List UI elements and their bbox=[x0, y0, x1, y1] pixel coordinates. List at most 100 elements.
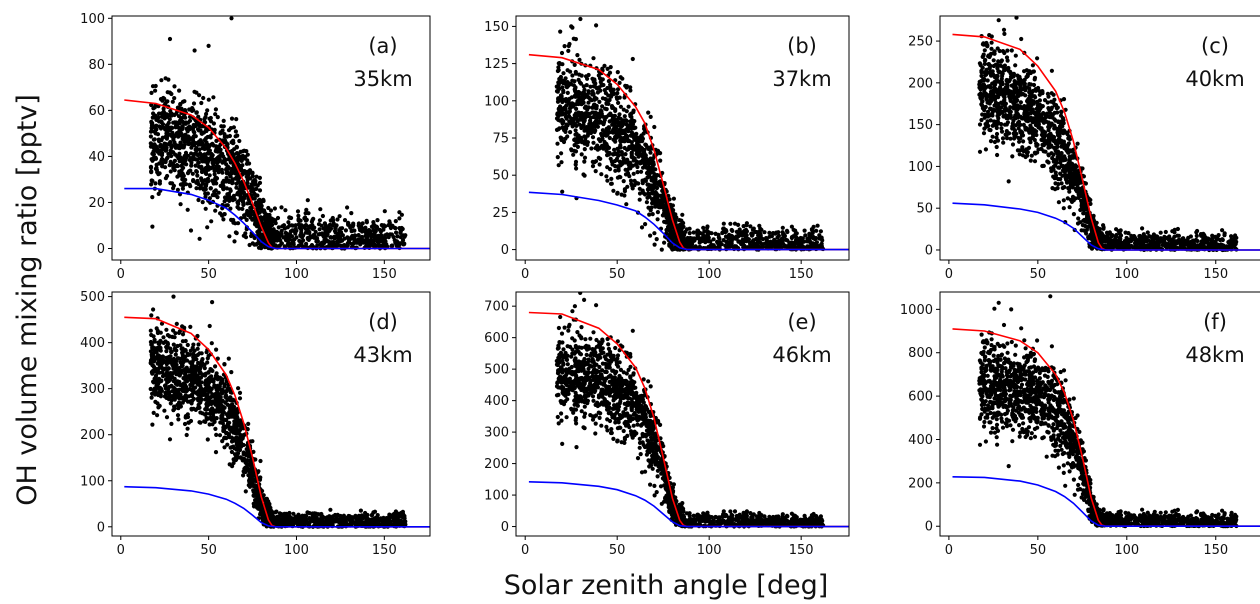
scatter-point bbox=[1032, 77, 1037, 82]
scatter-point bbox=[977, 122, 983, 127]
scatter-point bbox=[586, 72, 591, 78]
scatter-point bbox=[1081, 206, 1086, 212]
scatter-point bbox=[269, 228, 274, 233]
scatter-point bbox=[653, 204, 658, 209]
scatter-point bbox=[227, 156, 232, 161]
scatter-point bbox=[721, 221, 726, 226]
scatter-point bbox=[576, 90, 581, 95]
scatter-point bbox=[631, 133, 636, 138]
scatter-point bbox=[616, 100, 621, 105]
scatter-point bbox=[167, 163, 172, 168]
scatter-point bbox=[677, 218, 682, 223]
scatter-point bbox=[312, 225, 317, 230]
scatter-point bbox=[361, 238, 366, 243]
scatter-point bbox=[216, 167, 221, 172]
scatter-point bbox=[582, 155, 588, 160]
scatter-point bbox=[245, 158, 250, 163]
scatter-point bbox=[268, 208, 274, 213]
scatter-point bbox=[334, 243, 339, 248]
scatter-point bbox=[1165, 242, 1170, 247]
scatter-point bbox=[298, 234, 303, 239]
scatter-point bbox=[382, 209, 387, 214]
scatter-point bbox=[629, 154, 634, 160]
scatter-point bbox=[171, 186, 176, 191]
scatter-point bbox=[588, 120, 593, 125]
scatter-point bbox=[378, 243, 383, 249]
scatter-point bbox=[220, 170, 225, 175]
y-tick-label: 150 bbox=[484, 20, 509, 35]
scatter-point bbox=[1158, 230, 1163, 235]
scatter-point bbox=[628, 119, 633, 124]
scatter-point bbox=[640, 179, 645, 184]
scatter-point bbox=[1077, 189, 1082, 194]
scatter-point bbox=[625, 127, 631, 132]
scatter-point bbox=[349, 229, 354, 234]
scatter-point bbox=[198, 124, 203, 129]
scatter-point bbox=[573, 69, 578, 75]
scatter-point bbox=[383, 239, 388, 244]
scatter-point bbox=[277, 235, 282, 240]
scatter-point bbox=[599, 131, 604, 136]
scatter-point bbox=[211, 121, 216, 126]
scatter-point bbox=[399, 225, 404, 231]
scatter-point bbox=[646, 182, 651, 187]
scatter-point bbox=[172, 168, 177, 173]
scatter-point bbox=[990, 91, 995, 96]
scatter-point bbox=[207, 173, 212, 178]
scatter-point bbox=[239, 158, 244, 163]
scatter-point bbox=[630, 186, 635, 191]
scatter-point bbox=[990, 134, 995, 139]
scatter-point bbox=[609, 104, 615, 109]
scatter-point bbox=[590, 105, 595, 110]
scatter-point bbox=[175, 163, 180, 169]
scatter-point bbox=[1170, 245, 1175, 250]
scatter-point bbox=[226, 165, 232, 171]
scatter-point bbox=[168, 109, 173, 114]
scatter-point bbox=[981, 41, 986, 46]
y-axis-label: OH volume mixing ratio [pptv] bbox=[12, 94, 43, 506]
scatter-point bbox=[314, 239, 319, 244]
scatter-point bbox=[216, 190, 221, 195]
scatter-point bbox=[1024, 68, 1029, 73]
scatter-point bbox=[575, 53, 580, 58]
scatter-point bbox=[754, 236, 759, 242]
scatter-point bbox=[628, 88, 633, 93]
scatter-point bbox=[727, 243, 733, 248]
x-tick-label: 50 bbox=[200, 267, 217, 282]
scatter-point bbox=[632, 178, 637, 183]
scatter-point bbox=[296, 218, 301, 223]
scatter-point bbox=[1019, 36, 1024, 42]
scatter-point bbox=[771, 231, 776, 236]
scatter-point bbox=[195, 178, 200, 183]
scatter-point bbox=[572, 62, 577, 67]
scatter-point bbox=[1010, 154, 1015, 159]
scatter-point bbox=[153, 181, 158, 186]
scatter-point bbox=[595, 90, 601, 95]
scatter-point bbox=[982, 61, 987, 66]
scatter-point bbox=[197, 93, 202, 98]
scatter-point bbox=[172, 84, 177, 89]
scatter-point bbox=[566, 48, 571, 54]
plot-area bbox=[952, 16, 1260, 253]
scatter-point bbox=[555, 84, 560, 89]
scatter-point bbox=[152, 142, 157, 147]
scatter-point bbox=[1023, 93, 1028, 98]
scatter-point bbox=[1017, 139, 1022, 144]
scatter-point bbox=[1014, 108, 1019, 113]
scatter-point bbox=[1075, 141, 1080, 146]
scatter-point bbox=[244, 149, 249, 154]
scatter-point bbox=[585, 140, 591, 145]
scatter-point bbox=[628, 85, 633, 90]
scatter-point bbox=[606, 151, 611, 156]
scatter-point bbox=[646, 110, 651, 115]
scatter-point bbox=[1050, 186, 1055, 191]
scatter-point bbox=[815, 223, 820, 228]
scatter-point bbox=[250, 174, 255, 179]
scatter-point bbox=[188, 168, 193, 173]
scatter-point bbox=[206, 43, 211, 49]
scatter-point bbox=[338, 243, 343, 248]
scatter-point bbox=[203, 206, 208, 211]
scatter-point bbox=[1004, 77, 1009, 83]
scatter-point bbox=[591, 140, 596, 145]
scatter-point bbox=[581, 112, 586, 117]
